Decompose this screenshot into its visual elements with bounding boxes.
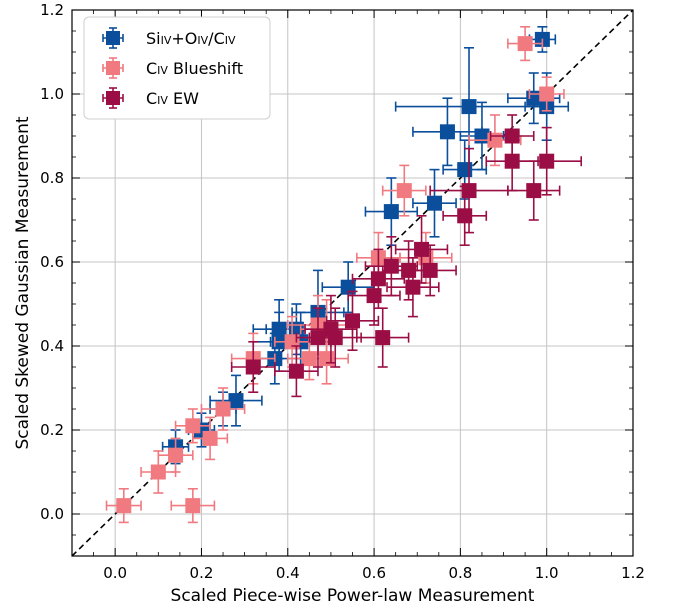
legend-marker bbox=[106, 31, 120, 45]
square-marker bbox=[422, 262, 438, 278]
series-2 bbox=[230, 114, 583, 398]
data-point bbox=[507, 25, 544, 62]
legend-label: SiIV+OIV/CIV bbox=[146, 29, 236, 48]
data-point bbox=[170, 487, 216, 524]
data-point bbox=[381, 164, 427, 217]
data-point bbox=[105, 487, 142, 524]
data-point bbox=[412, 168, 457, 238]
x-tick-label: 1.0 bbox=[535, 564, 559, 582]
square-marker bbox=[526, 90, 542, 106]
square-marker bbox=[323, 321, 339, 337]
square-marker bbox=[457, 208, 473, 224]
y-tick-label: 1.2 bbox=[40, 1, 64, 19]
x-tick-label: 0.2 bbox=[190, 564, 214, 582]
square-marker bbox=[426, 195, 442, 211]
data-point bbox=[274, 345, 319, 398]
square-marker bbox=[345, 313, 360, 329]
square-marker bbox=[539, 153, 555, 169]
data-series bbox=[105, 25, 583, 524]
y-tick-label: 1.0 bbox=[40, 85, 64, 103]
square-marker bbox=[150, 464, 166, 480]
square-marker bbox=[288, 363, 304, 379]
square-marker bbox=[474, 128, 490, 144]
axis-ticks: 0.0 0.2 0.4 0.6 0.8 1.0 1.2 0.0 0.2 0.4 0.6 0.8 1.0 1… bbox=[40, 1, 645, 582]
square-marker bbox=[215, 401, 231, 417]
square-marker bbox=[526, 183, 542, 199]
square-marker bbox=[116, 498, 132, 514]
y-tick-label: 0.2 bbox=[40, 421, 64, 439]
x-tick-label: 0.8 bbox=[448, 564, 472, 582]
square-marker bbox=[366, 288, 382, 304]
data-point bbox=[192, 416, 229, 461]
square-marker bbox=[439, 124, 455, 140]
square-marker bbox=[245, 359, 261, 375]
square-marker bbox=[457, 162, 473, 178]
legend: SiIV+OIV/CIV CIV Blueshift CIV EW bbox=[83, 16, 271, 120]
legend-label: CIV EW bbox=[146, 89, 199, 108]
data-point bbox=[507, 160, 561, 221]
square-marker bbox=[185, 418, 201, 434]
data-point bbox=[386, 256, 440, 318]
x-tick-label: 0.4 bbox=[276, 564, 300, 582]
legend-label: CIV Blueshift bbox=[146, 59, 243, 78]
data-point bbox=[394, 46, 544, 167]
square-marker bbox=[539, 86, 555, 102]
y-tick-label: 0.4 bbox=[40, 337, 64, 355]
data-point bbox=[347, 265, 401, 326]
legend-marker bbox=[106, 91, 120, 105]
legend-marker bbox=[106, 61, 120, 75]
square-marker bbox=[461, 183, 477, 199]
square-marker bbox=[461, 99, 477, 115]
square-marker bbox=[414, 241, 430, 257]
data-point bbox=[364, 177, 419, 246]
square-marker bbox=[370, 271, 386, 287]
square-marker bbox=[375, 330, 391, 346]
square-marker bbox=[504, 153, 520, 169]
x-tick-label: 0.6 bbox=[362, 564, 386, 582]
y-tick-label: 0.0 bbox=[40, 505, 64, 523]
x-tick-label: 0.0 bbox=[103, 564, 127, 582]
data-point bbox=[412, 97, 483, 167]
square-marker bbox=[319, 351, 335, 367]
data-point bbox=[442, 185, 488, 246]
square-marker bbox=[487, 132, 503, 148]
data-point bbox=[304, 294, 358, 364]
x-axis-label: Scaled Piece-wise Power-law Measurement bbox=[171, 586, 535, 606]
data-point bbox=[356, 307, 410, 368]
legend-box bbox=[83, 16, 271, 120]
data-point bbox=[200, 387, 246, 431]
y-tick-label: 0.6 bbox=[40, 253, 64, 271]
data-point bbox=[209, 374, 263, 427]
y-axis-label: Scaled Skewed Gaussian Measurement bbox=[13, 116, 33, 449]
square-marker bbox=[185, 498, 201, 514]
data-point bbox=[528, 76, 565, 112]
square-marker bbox=[228, 393, 244, 409]
x-tick-label: 1.2 bbox=[621, 564, 645, 582]
square-marker bbox=[284, 334, 300, 350]
data-point bbox=[230, 340, 276, 394]
y-tick-label: 0.8 bbox=[40, 169, 64, 187]
square-marker bbox=[517, 36, 533, 52]
square-marker bbox=[396, 183, 412, 199]
data-point bbox=[140, 450, 177, 494]
data-point bbox=[485, 131, 539, 192]
square-marker bbox=[168, 447, 184, 463]
square-marker bbox=[405, 279, 421, 295]
square-marker bbox=[383, 204, 399, 220]
square-marker bbox=[383, 258, 399, 274]
square-marker bbox=[202, 430, 218, 446]
